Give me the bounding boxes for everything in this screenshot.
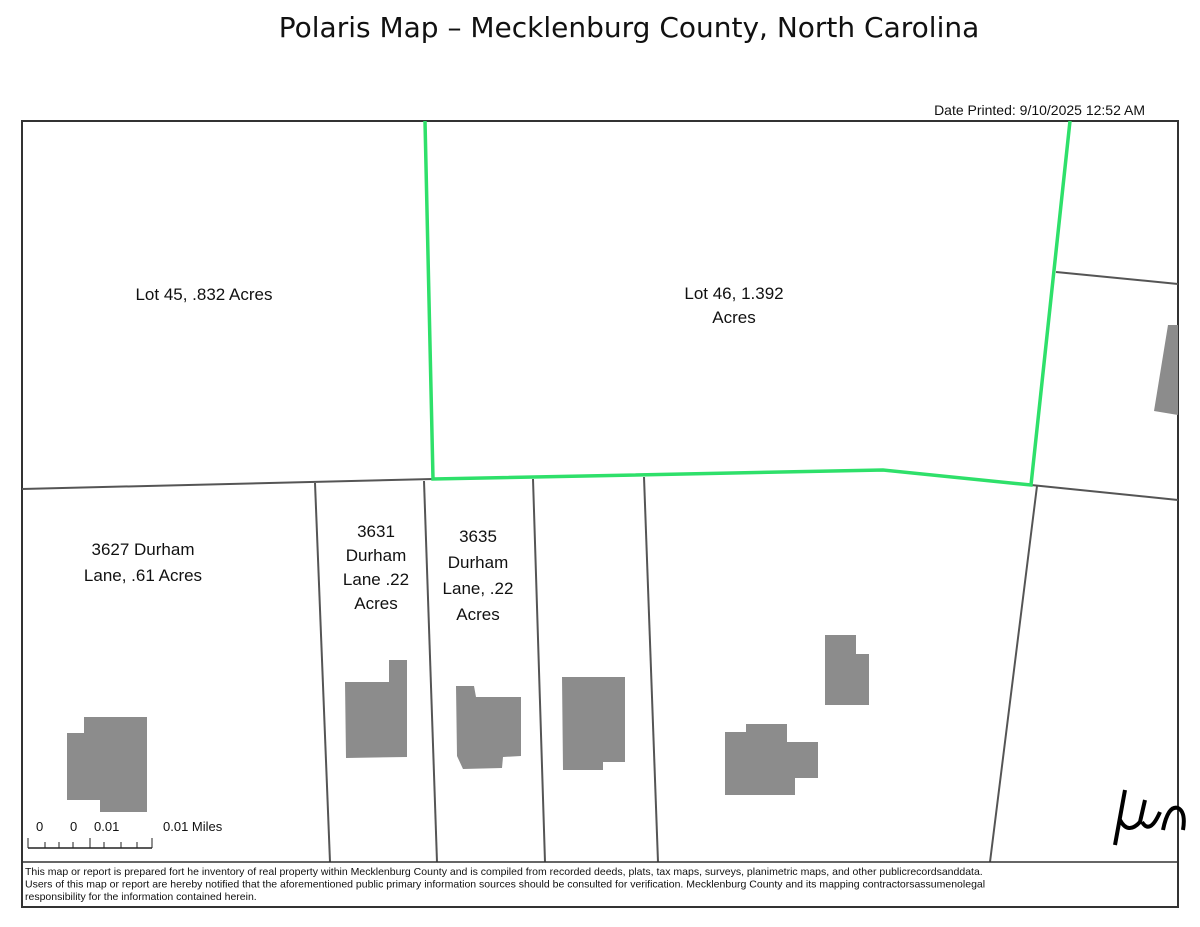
scale-label: 0.01 Miles <box>163 819 223 834</box>
parcel-label: Durham <box>346 546 406 565</box>
parcel-label: Lane, .22 <box>443 579 514 598</box>
parcel-label: Acres <box>712 308 755 327</box>
disclaimer: responsibility for the information conta… <box>25 891 257 903</box>
parcel-label: Lane .22 <box>343 570 409 589</box>
parcel-label: Durham <box>448 553 508 572</box>
disclaimer: This map or report is prepared fort he i… <box>25 866 983 878</box>
map-frame <box>21 120 1186 908</box>
parcel-label: Acres <box>456 605 499 624</box>
labels: Lot 45, .832 Acres Lot 46, 1.392 Acres 3627… <box>25 284 985 903</box>
parcel-label: Acres <box>354 594 397 613</box>
parcel-label: 3635 <box>459 527 497 546</box>
parcel-label: 3631 <box>357 522 395 541</box>
scale-label: 0 <box>70 819 77 834</box>
parcel-label: Lane, .61 Acres <box>84 566 202 585</box>
parcel-label: Lot 45, .832 Acres <box>135 285 272 304</box>
scale-label: 0.01 <box>94 819 119 834</box>
disclaimer: Users of this map or report are hereby n… <box>25 879 985 891</box>
title: Polaris Map – Mecklenburg County, North … <box>279 11 980 44</box>
parcel-label: Lot 46, 1.392 <box>684 284 783 303</box>
scale-label: 0 <box>36 819 43 834</box>
date-printed: Date Printed: 9/10/2025 12:52 AM <box>934 102 1145 118</box>
parcel-label: 3627 Durham <box>91 540 194 559</box>
scale-bar <box>27 838 153 849</box>
